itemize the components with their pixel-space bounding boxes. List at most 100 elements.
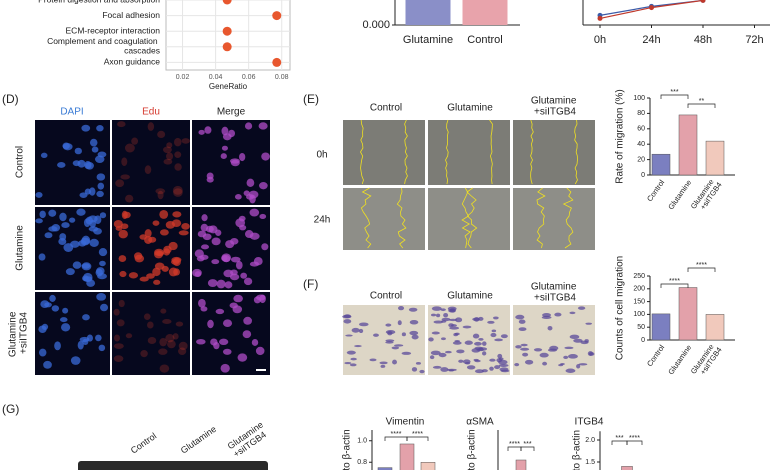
stained-cell (473, 317, 480, 322)
cell-nucleus (62, 142, 70, 150)
stained-cell (343, 319, 352, 324)
cell-nucleus (259, 182, 268, 190)
cell-nucleus (59, 233, 67, 241)
x-tick-label: Glutamine (403, 34, 453, 46)
x-tick-label: 0.02 (176, 74, 190, 81)
cell-nucleus (159, 209, 169, 219)
cell-nucleus (114, 334, 121, 342)
scratch-image (343, 188, 425, 250)
cell-nucleus (158, 348, 168, 355)
cell-nucleus (115, 179, 125, 188)
cell-nucleus (178, 347, 187, 355)
cell-nucleus (253, 296, 261, 304)
stained-cell (358, 328, 364, 334)
cell-nucleus (96, 293, 107, 301)
stained-cell (573, 338, 583, 343)
cell-nucleus (165, 333, 175, 343)
stained-cell (515, 345, 522, 349)
cell-nucleus (173, 268, 180, 276)
cell-nucleus (255, 346, 265, 356)
wound-edge (562, 187, 574, 249)
cell-nucleus (172, 333, 179, 340)
cell-nucleus (163, 158, 173, 165)
stained-cell (453, 332, 459, 337)
stained-cell (560, 362, 565, 366)
cell-nucleus (116, 319, 125, 327)
cell-nucleus (243, 277, 253, 286)
stained-cell (514, 363, 520, 367)
cell-nucleus (201, 214, 208, 222)
column-header: Control (370, 103, 402, 114)
cell-nucleus (159, 229, 169, 236)
cell-nucleus (165, 221, 175, 229)
cell-nucleus (249, 194, 256, 204)
stained-cell (494, 365, 501, 370)
cell-nucleus (246, 178, 255, 188)
stained-cell (411, 334, 419, 340)
cell-nucleus (62, 307, 69, 314)
column-header: Glutamine (447, 103, 493, 114)
stained-cell (435, 313, 441, 318)
bar (678, 114, 698, 176)
y-tick-label: 0 (641, 337, 645, 344)
stained-cell (491, 329, 497, 333)
cell-nucleus (113, 219, 123, 228)
significance-bracket (660, 283, 689, 288)
cell-nucleus (261, 243, 269, 251)
y-tick-label: 1.5 (585, 459, 595, 466)
bar (705, 314, 725, 341)
cell-nucleus (221, 255, 228, 262)
stained-cell (522, 352, 529, 357)
cell-nucleus (124, 143, 135, 153)
significance-bracket (687, 267, 716, 272)
scratch-image (343, 120, 425, 185)
stained-cell (576, 364, 581, 369)
x-tick-label: 0h (594, 34, 606, 46)
cell-nucleus (128, 272, 139, 279)
column-header: Edu (142, 107, 160, 118)
cell-nucleus (122, 211, 131, 219)
x-tick-label: 0.06 (242, 74, 256, 81)
stained-cell (497, 353, 503, 359)
stained-cell (533, 348, 543, 352)
cell-nucleus (139, 234, 148, 240)
scratch-image (513, 120, 595, 185)
stained-cell (585, 322, 593, 325)
cell-nucleus (222, 319, 233, 328)
cell-nucleus (79, 192, 88, 199)
cell-nucleus (200, 223, 209, 232)
cell-nucleus (97, 273, 107, 280)
stained-cell (481, 369, 488, 373)
category-label: Protein digestion and absorption (38, 0, 160, 4)
scratch-image (428, 120, 510, 185)
cell-nucleus (221, 145, 228, 151)
cell-nucleus (43, 360, 52, 369)
cell-nucleus (225, 240, 235, 249)
cell-nucleus (196, 338, 206, 345)
x-tick-label: 0.08 (275, 74, 289, 81)
cell-nucleus (89, 138, 98, 147)
stained-cell (476, 348, 485, 352)
cell-nucleus (178, 341, 188, 351)
cell-nucleus (237, 353, 248, 362)
stained-cell (482, 341, 487, 346)
stained-cell (518, 327, 527, 331)
y-tick-label: 60 (637, 126, 645, 133)
stained-cell (462, 325, 472, 329)
bar (420, 462, 436, 470)
stained-cell (387, 330, 393, 336)
bar (705, 140, 725, 176)
cell-nucleus (51, 305, 60, 312)
wound-edge (360, 119, 364, 185)
stained-cell (344, 361, 352, 365)
cell-nucleus (78, 240, 87, 247)
stained-cell (542, 361, 548, 366)
bar (377, 467, 393, 470)
cell-nucleus (95, 334, 102, 342)
y-tick-label: 0.8 (357, 459, 367, 466)
cell-nucleus (249, 208, 260, 217)
stained-cell (518, 319, 526, 324)
cell-nucleus (174, 151, 182, 158)
cell-nucleus (229, 273, 240, 281)
y-tick-label: 40 (637, 141, 645, 148)
